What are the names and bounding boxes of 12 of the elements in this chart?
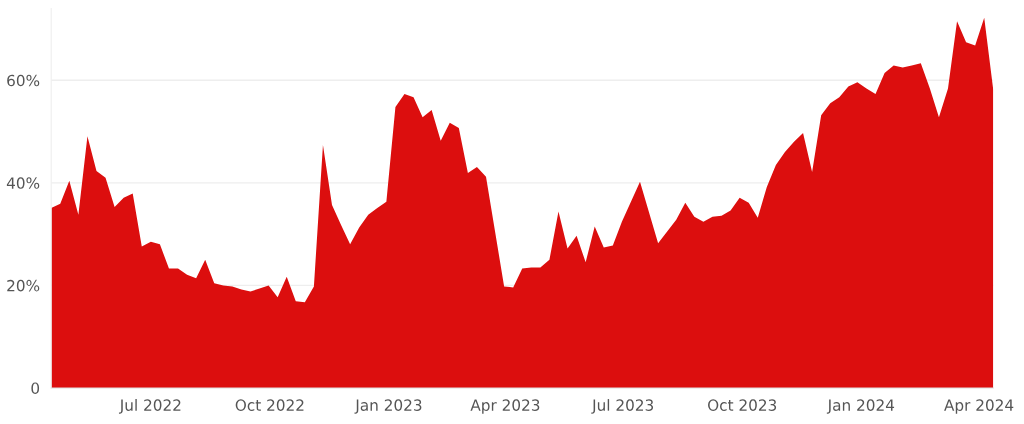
y-tick-label: 0 [31,382,40,394]
y-tick-label: 60% [7,74,40,87]
y-tick-label: 40% [6,177,40,189]
x-tick-label: Jan 2023 [354,399,422,414]
y-tick-label: 20% [7,279,40,292]
x-tick-label: Jul 2022 [118,399,181,414]
x-tick-label: Oct 2023 [708,399,777,411]
x-tick-label: Apr 2023 [470,399,540,414]
x-tick-label: Apr 2024 [944,399,1014,414]
x-tick-label: Jan 2024 [826,399,895,414]
x-tick-label: Oct 2022 [235,399,304,411]
x-tick-label: Jul 2023 [591,399,654,414]
